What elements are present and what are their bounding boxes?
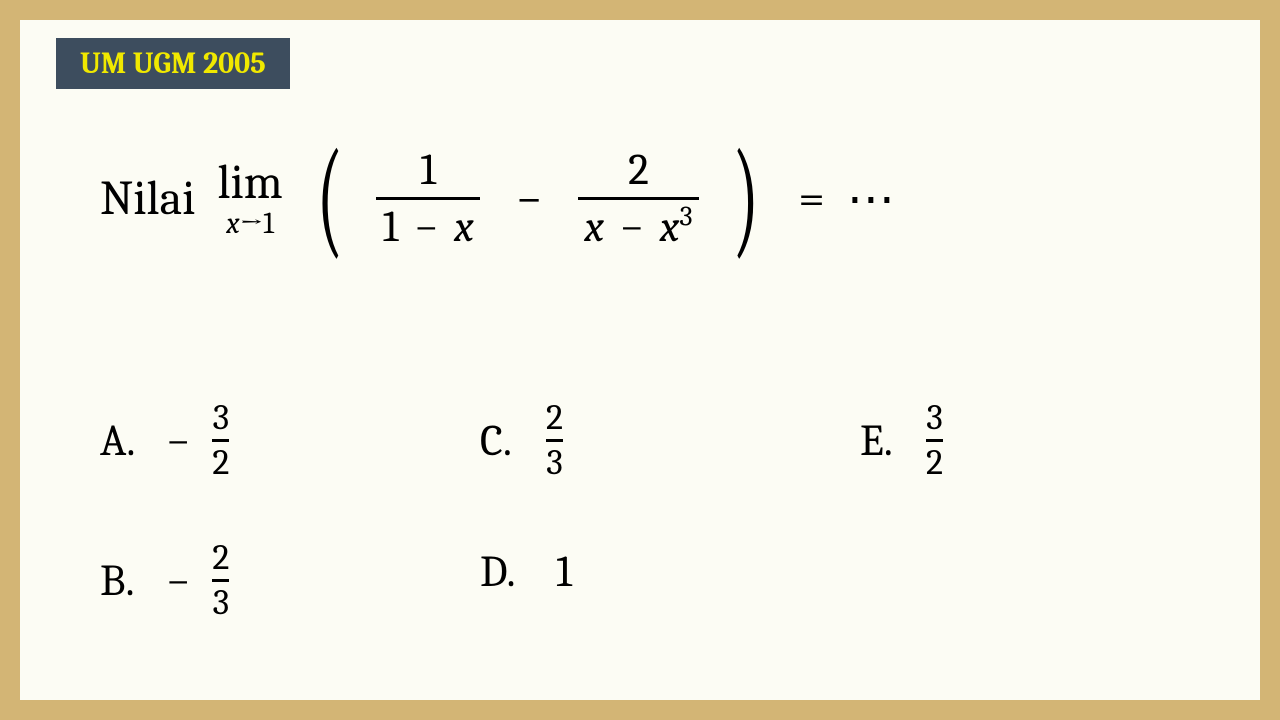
close-paren: ) xyxy=(732,140,759,257)
limit-subscript: x→1 xyxy=(226,209,274,239)
limit-word: lim xyxy=(217,159,282,207)
choice-B-sign: − xyxy=(166,555,190,606)
choice-D-label: D. xyxy=(480,546,528,597)
answer-choices: A. − 3 2 C. 2 3 E. 3 xyxy=(100,370,1220,650)
lead-word: Nilai xyxy=(100,171,195,226)
page: UM UGM 2005 Nilai lim x→1 ( 1 1 − x − xyxy=(20,20,1260,700)
minus-operator: − xyxy=(502,171,557,226)
fraction-1-denominator: 1 − x xyxy=(376,204,479,250)
fraction-1: 1 1 − x xyxy=(376,147,479,250)
fraction-2-denominator: x − x3 xyxy=(578,204,698,250)
choice-B-fraction: 2 3 xyxy=(212,540,229,621)
fraction-2: 2 x − x3 xyxy=(578,147,698,250)
frame-border: UM UGM 2005 Nilai lim x→1 ( 1 1 − x − xyxy=(0,0,1280,720)
choice-C-label: C. xyxy=(480,415,528,466)
open-paren: ( xyxy=(316,140,343,257)
equals-sign: = xyxy=(792,171,825,226)
choice-D-value: 1 xyxy=(546,546,572,597)
choice-A-label: A. xyxy=(100,415,148,466)
choice-B[interactable]: B. − 2 3 xyxy=(100,510,480,650)
limit-block: lim x→1 xyxy=(217,159,282,239)
choice-A-sign: − xyxy=(166,415,190,466)
choice-C-fraction: 2 3 xyxy=(546,400,563,481)
source-badge: UM UGM 2005 xyxy=(56,38,290,89)
choice-A-fraction: 3 2 xyxy=(212,400,229,481)
choice-A[interactable]: A. − 3 2 xyxy=(100,370,480,510)
choice-E-fraction: 3 2 xyxy=(926,400,943,481)
question-expression: Nilai lim x→1 ( 1 1 − x − 2 xyxy=(100,140,1200,257)
choice-C[interactable]: C. 2 3 xyxy=(480,370,860,510)
choice-E[interactable]: E. 3 2 xyxy=(860,370,1160,510)
fraction-2-numerator: 2 xyxy=(622,147,655,193)
choice-B-label: B. xyxy=(100,555,148,606)
fraction-1-bar xyxy=(376,197,479,200)
choice-D[interactable]: D. 1 xyxy=(480,492,860,650)
answer-dots: ⋯ xyxy=(847,171,899,227)
source-badge-text: UM UGM 2005 xyxy=(80,46,266,81)
choice-E-label: E. xyxy=(860,415,908,466)
fraction-1-numerator: 1 xyxy=(414,147,442,193)
